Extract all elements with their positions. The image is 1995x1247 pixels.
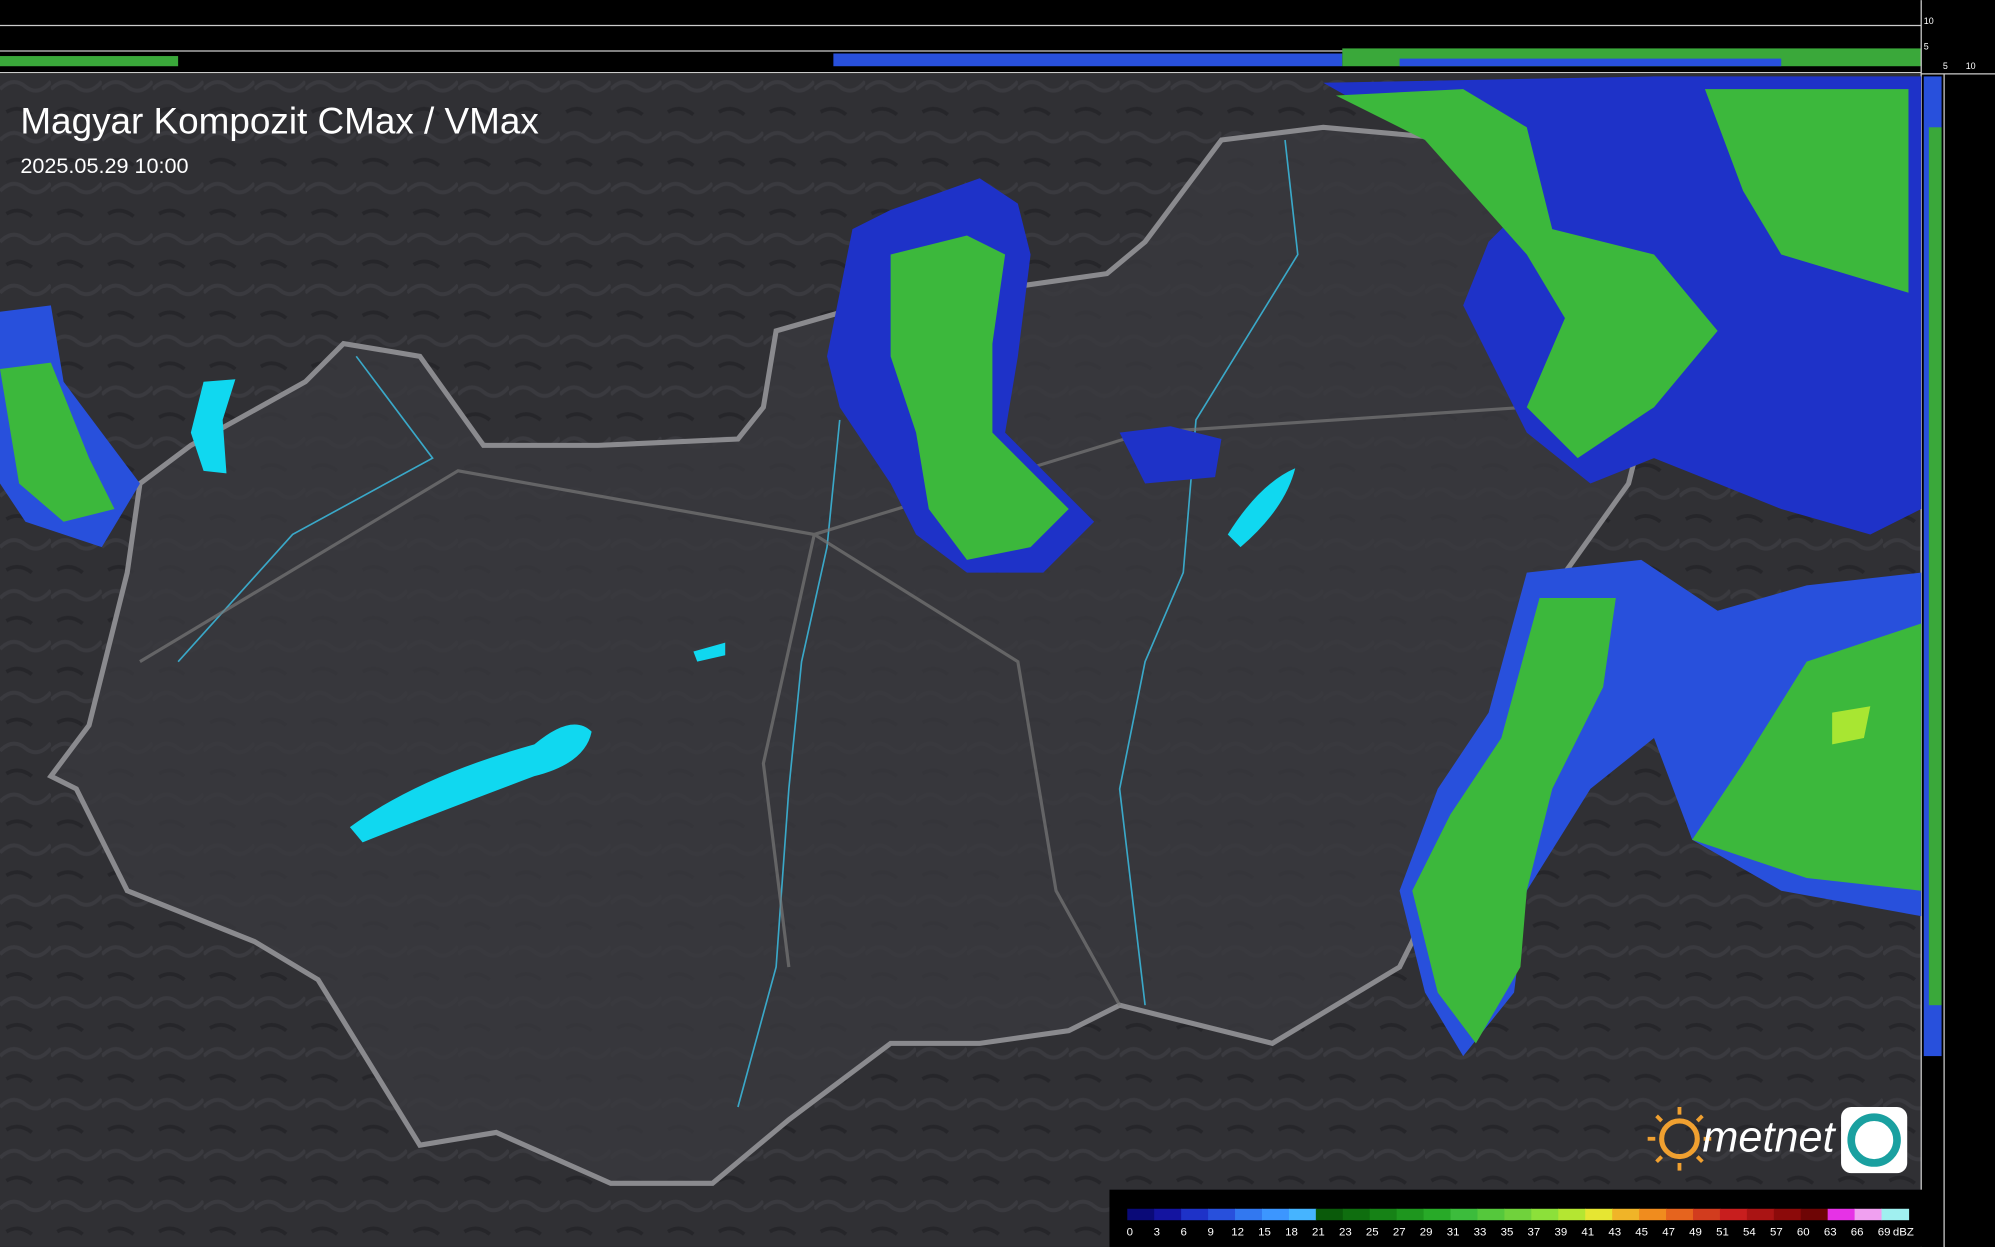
legend-label: 18 — [1285, 1226, 1298, 1238]
legend-label: 12 — [1231, 1226, 1244, 1238]
legend-label: 33 — [1474, 1226, 1487, 1238]
legend-swatch — [1585, 1208, 1613, 1221]
legend-label: 66 — [1851, 1226, 1864, 1238]
legend-swatch — [1531, 1208, 1559, 1221]
axis-label: 5 — [1924, 42, 1929, 52]
legend-label: 9 — [1207, 1226, 1213, 1238]
timestamp: 2025.05.29 10:00 — [20, 153, 188, 178]
legend-swatch — [1181, 1208, 1209, 1221]
legend-swatch — [1504, 1208, 1532, 1221]
legend-swatch — [1154, 1208, 1182, 1221]
roads — [139, 405, 1527, 1006]
legend-label: 69 — [1878, 1226, 1891, 1238]
legend-swatch — [1477, 1208, 1506, 1221]
legend-swatch — [1450, 1208, 1479, 1221]
legend-swatch — [1208, 1208, 1236, 1221]
legend-label: 25 — [1366, 1226, 1379, 1238]
legend-label: 51 — [1716, 1226, 1729, 1238]
legend-label: 63 — [1824, 1226, 1837, 1238]
legend-swatch — [1800, 1208, 1829, 1221]
legend-label: 45 — [1635, 1226, 1648, 1238]
legend-swatch — [1235, 1208, 1263, 1221]
legend-label: 3 — [1154, 1226, 1160, 1238]
legend-swatch — [1719, 1208, 1748, 1221]
legend-unit: dBZ — [1893, 1226, 1914, 1238]
legend-swatch — [1342, 1208, 1371, 1221]
legend-label: 6 — [1181, 1226, 1187, 1238]
logo: metnet — [1647, 1106, 1908, 1174]
rivers — [177, 139, 1299, 1108]
legend-swatch — [1746, 1208, 1775, 1221]
legend-swatch — [1612, 1208, 1640, 1221]
axis-label: 10 — [1924, 16, 1934, 26]
legend-swatch — [1315, 1208, 1344, 1221]
logo-text: metnet — [1702, 1114, 1836, 1162]
legend-swatch — [1773, 1208, 1802, 1221]
legend-swatch — [1396, 1208, 1425, 1221]
legend-swatch — [1639, 1208, 1667, 1221]
axis-label: 5 — [1943, 61, 1948, 71]
legend-label: 39 — [1554, 1226, 1567, 1238]
legend-swatch — [1369, 1208, 1398, 1221]
title: Magyar Kompozit CMax / VMax — [20, 101, 539, 142]
legend-swatch — [1558, 1208, 1586, 1221]
legend-label: 29 — [1420, 1226, 1433, 1238]
lakes — [190, 379, 1296, 843]
legend-label: 31 — [1447, 1226, 1460, 1238]
legend-label: 23 — [1339, 1226, 1352, 1238]
legend-label: 0 — [1127, 1226, 1133, 1238]
radar-echo — [0, 76, 1922, 1057]
legend-label: 35 — [1501, 1226, 1514, 1238]
legend-label: 21 — [1312, 1226, 1325, 1238]
legend-swatch — [1827, 1208, 1856, 1221]
axis-label: 10 — [1966, 61, 1976, 71]
legend-swatch — [1692, 1208, 1721, 1221]
legend-label: 15 — [1258, 1226, 1271, 1238]
legend-label: 57 — [1770, 1226, 1783, 1238]
legend-label: 49 — [1689, 1226, 1702, 1238]
legend-swatch — [1288, 1208, 1317, 1221]
legend-swatch — [1127, 1208, 1155, 1221]
legend: 0 3 6 9 12 15 18 21 23 25 27 29 31 33 35 37 39 41 43 45 47 49… — [1127, 1208, 1914, 1238]
legend-swatch — [1666, 1208, 1694, 1221]
legend-swatch — [1881, 1208, 1910, 1221]
legend-label: 43 — [1608, 1226, 1621, 1238]
legend-label: 27 — [1393, 1226, 1406, 1238]
legend-swatch — [1261, 1208, 1290, 1221]
legend-swatch — [1854, 1208, 1883, 1221]
legend-label: 41 — [1581, 1226, 1594, 1238]
legend-label: 54 — [1743, 1226, 1756, 1238]
legend-label: 60 — [1797, 1226, 1810, 1238]
top-profile — [0, 24, 1922, 74]
legend-label: 47 — [1662, 1226, 1675, 1238]
legend-swatch — [1423, 1208, 1452, 1221]
legend-label: 37 — [1528, 1226, 1541, 1238]
